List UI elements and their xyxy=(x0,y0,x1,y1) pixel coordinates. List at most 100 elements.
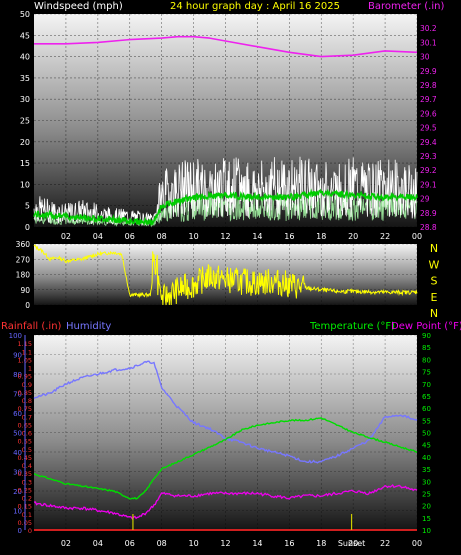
x-tick-label: 06 xyxy=(125,539,135,548)
x-tick-label: 20 xyxy=(348,232,358,241)
x-tick-label: 20 xyxy=(348,539,358,548)
humidity-tick-label: 20 xyxy=(13,488,22,496)
humidity-tick-label: 40 xyxy=(13,449,22,457)
rainfall-tick-label: 0.5 xyxy=(22,446,32,454)
series-wind-average-line xyxy=(33,188,418,227)
temperature-tick-label: 20 xyxy=(422,503,431,511)
compass-letter: S xyxy=(431,275,438,288)
barometer-axis-title: Barometer (.in) xyxy=(368,1,445,12)
barometer-tick-label: 29.8 xyxy=(420,81,437,90)
rainfall-tick-label: 0.1 xyxy=(22,511,32,519)
direction-tick-label: 360 xyxy=(16,240,31,249)
series-temperature-line xyxy=(33,417,418,500)
x-tick-label: 08 xyxy=(157,232,167,241)
temperature-tick-label: 85 xyxy=(422,344,431,352)
temperature-tick-label: 70 xyxy=(422,381,431,389)
x-tick-label: 08 xyxy=(157,539,167,548)
barometer-tick-label: 29 xyxy=(420,195,430,204)
x-tick-label: 18 xyxy=(316,539,326,548)
barometer-tick-label: 28.9 xyxy=(420,209,437,218)
series-dewpoint-line xyxy=(33,484,418,520)
dewpoint-axis-title: Dew Point (°F) xyxy=(391,321,461,332)
temperature-tick-label: 15 xyxy=(422,515,431,523)
barometer-tick-label: 29.3 xyxy=(420,152,437,161)
direction-tick-label: 90 xyxy=(20,286,30,295)
temperature-tick-label: 45 xyxy=(422,442,431,450)
temperature-tick-label: 40 xyxy=(422,454,431,462)
barometer-tick-label: 28.8 xyxy=(420,223,437,232)
barometer-tick-label: 30.2 xyxy=(420,24,437,33)
rainfall-tick-label: 0.4 xyxy=(22,462,32,470)
direction-tick-label: 180 xyxy=(16,271,31,280)
humidity-tick-label: 70 xyxy=(13,391,22,399)
temperature-tick-label: 55 xyxy=(422,417,431,425)
chart-title: 24 hour graph day : April 16 2025 xyxy=(170,1,340,12)
barometer-tick-label: 29.7 xyxy=(420,95,437,104)
x-tick-label: 04 xyxy=(93,539,103,548)
rainfall-tick-label: 1 xyxy=(28,365,32,373)
temperature-tick-label: 35 xyxy=(422,466,431,474)
humidity-tick-label: 10 xyxy=(13,508,22,516)
windspeed-axis-title: Windspeed (mph) xyxy=(34,1,123,12)
series-wind-direction-line xyxy=(33,244,418,306)
temperature-tick-label: 60 xyxy=(422,405,431,413)
barometer-tick-label: 29.2 xyxy=(420,166,437,175)
x-tick-label: 00 xyxy=(412,539,422,548)
series-windspeed-line xyxy=(33,156,418,227)
rainfall-tick-label: 0.6 xyxy=(22,430,32,438)
humidity-tick-label: 90 xyxy=(13,352,22,360)
rainfall-axis-title: Rainfall (.in) xyxy=(1,321,62,332)
rainfall-tick-label: 1.1 xyxy=(22,348,32,356)
temperature-axis-title: Temperature (°F) xyxy=(310,321,396,332)
barometer-tick-label: 29.9 xyxy=(420,67,437,76)
windspeed-tick-label: 40 xyxy=(20,53,30,62)
barometer-tick-label: 29.1 xyxy=(420,180,437,189)
windspeed-tick-label: 30 xyxy=(20,95,30,104)
direction-tick-label: 0 xyxy=(25,301,30,310)
x-tick-label: 04 xyxy=(93,232,103,241)
humidity-axis-title: Humidity xyxy=(66,321,112,332)
temperature-tick-label: 65 xyxy=(422,393,431,401)
barometer-tick-label: 29.5 xyxy=(420,124,437,133)
temperature-tick-label: 80 xyxy=(422,356,431,364)
rainfall-tick-label: 0.3 xyxy=(22,478,32,486)
direction-tick-label: 270 xyxy=(16,255,31,264)
windspeed-tick-label: 50 xyxy=(20,10,30,19)
rainfall-tick-label: 0.8 xyxy=(22,397,32,405)
x-tick-label: 12 xyxy=(220,539,230,548)
compass-letter: N xyxy=(430,307,438,320)
x-tick-label: 18 xyxy=(316,232,326,241)
humidity-tick-label: 100 xyxy=(9,332,22,340)
x-tick-label: 16 xyxy=(284,232,294,241)
x-tick-label: 16 xyxy=(284,539,294,548)
x-tick-label: 14 xyxy=(252,232,262,241)
rainfall-tick-label: 0 xyxy=(28,527,32,535)
x-tick-label: 10 xyxy=(188,232,198,241)
x-tick-label: 22 xyxy=(380,232,390,241)
temperature-tick-label: 30 xyxy=(422,478,431,486)
windspeed-tick-label: 25 xyxy=(20,117,30,126)
humidity-tick-label: 30 xyxy=(13,469,22,477)
windspeed-tick-label: 5 xyxy=(25,202,30,211)
x-tick-label: 10 xyxy=(188,539,198,548)
rainfall-tick-label: 0.7 xyxy=(22,413,32,421)
windspeed-tick-label: 35 xyxy=(20,74,30,83)
barometer-tick-label: 30.1 xyxy=(420,38,437,47)
x-tick-label: 12 xyxy=(220,232,230,241)
barometer-tick-label: 29.6 xyxy=(420,109,437,118)
windspeed-tick-label: 0 xyxy=(25,223,30,232)
x-tick-label: 00 xyxy=(412,232,422,241)
windspeed-tick-label: 10 xyxy=(20,180,30,189)
compass-letter: W xyxy=(429,258,440,271)
x-tick-label: 22 xyxy=(380,539,390,548)
compass-letter: E xyxy=(431,291,438,304)
windspeed-tick-label: 20 xyxy=(20,138,30,147)
x-tick-label: 06 xyxy=(125,232,135,241)
temperature-tick-label: 75 xyxy=(422,369,431,377)
barometer-tick-label: 30 xyxy=(420,53,430,62)
humidity-tick-label: 50 xyxy=(13,430,22,438)
compass-letter: N xyxy=(430,242,438,255)
humidity-tick-label: 60 xyxy=(13,410,22,418)
windspeed-tick-label: 45 xyxy=(20,31,30,40)
